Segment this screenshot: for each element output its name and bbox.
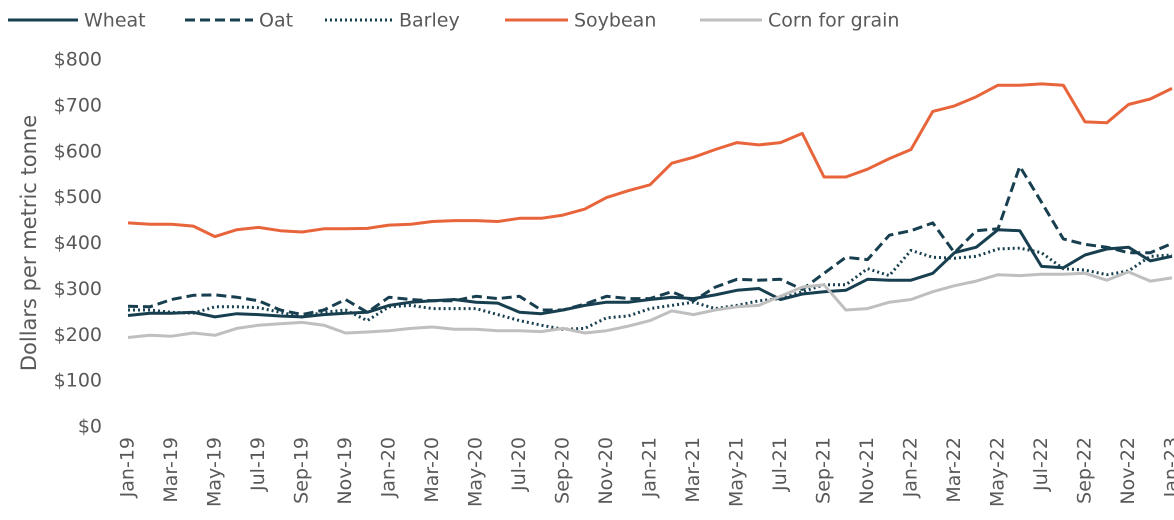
legend-label: Wheat <box>84 10 146 32</box>
legend-label: Barley <box>399 10 460 32</box>
series-line <box>128 84 1172 237</box>
x-tick-label: May-19 <box>204 437 226 507</box>
series-line <box>128 272 1172 338</box>
x-tick-label: Sep-21 <box>813 437 835 504</box>
y-tick-label: $800 <box>54 49 102 71</box>
y-tick-label: $300 <box>54 278 102 300</box>
x-tick-label: Nov-19 <box>334 437 356 505</box>
x-tick-label: Jan-20 <box>378 437 400 498</box>
legend-label: Soybean <box>574 10 656 32</box>
y-tick-label: $600 <box>54 140 102 162</box>
x-tick-label: Jan-23 <box>1161 437 1174 498</box>
x-tick-label: Sep-19 <box>291 437 313 504</box>
y-tick-label: $500 <box>54 186 102 208</box>
y-tick-label: $400 <box>54 232 102 254</box>
x-tick-label: Mar-22 <box>943 437 965 503</box>
x-tick-label: Jul-22 <box>1030 437 1052 492</box>
x-tick-label: Jul-19 <box>247 437 269 492</box>
y-axis-label: Dollars per metric tonne <box>17 115 41 371</box>
y-tick-label: $200 <box>54 324 102 346</box>
y-tick-label: $100 <box>54 370 102 392</box>
x-tick-label: Jul-21 <box>769 437 791 492</box>
x-tick-label: Jan-21 <box>639 437 661 498</box>
x-tick-label: Jan-22 <box>900 437 922 498</box>
series-line <box>128 166 1172 314</box>
x-tick-label: Nov-21 <box>856 437 878 505</box>
x-tick-label: May-22 <box>987 437 1009 507</box>
x-tick-label: Jul-20 <box>508 437 530 492</box>
legend-label: Oat <box>259 10 293 32</box>
x-tick-label: Sep-20 <box>552 437 574 504</box>
x-tick-label: Sep-22 <box>1074 437 1096 504</box>
legend-label: Corn for grain <box>768 10 899 32</box>
x-tick-label: May-20 <box>465 437 487 507</box>
y-tick-label: $700 <box>54 94 102 116</box>
x-tick-label: Jan-19 <box>117 437 139 498</box>
series-line <box>128 230 1172 317</box>
x-tick-label: Mar-21 <box>682 437 704 503</box>
x-tick-label: Mar-19 <box>160 437 182 503</box>
y-tick-label: $0 <box>78 416 102 438</box>
x-tick-label: Nov-20 <box>595 437 617 505</box>
x-tick-label: Mar-20 <box>421 437 443 503</box>
x-tick-label: Nov-22 <box>1117 437 1139 505</box>
x-tick-label: May-21 <box>726 437 748 507</box>
